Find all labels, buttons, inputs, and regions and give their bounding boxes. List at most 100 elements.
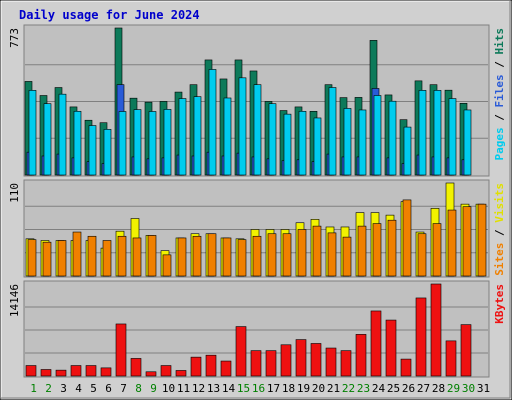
x-tick-label: 5: [90, 382, 97, 395]
x-tick-label: 18: [282, 382, 295, 395]
bars-layer: [24, 27, 487, 377]
kbytes-bar: [85, 365, 97, 377]
pages-bar: [343, 108, 352, 176]
kbytes-bar: [40, 369, 52, 377]
sites-bar: [117, 235, 127, 277]
kbytes-bar: [25, 365, 37, 377]
pages-bar: [253, 84, 262, 176]
sites-bar: [312, 225, 322, 277]
kbytes-bar: [145, 371, 157, 377]
pages-bar: [388, 100, 397, 176]
pages-bar: [373, 95, 382, 176]
x-tick-label: 7: [120, 382, 127, 395]
sites-bar: [27, 239, 37, 277]
kbytes-bar: [460, 324, 472, 377]
x-tick-label: 26: [402, 382, 415, 395]
pages-bar: [313, 117, 322, 176]
kbytes-bar: [340, 350, 352, 377]
pages-bar: [28, 90, 37, 176]
sites-bar: [147, 235, 157, 277]
pages-bar: [73, 110, 82, 176]
pages-bar: [268, 103, 277, 176]
x-tick-label: 6: [105, 382, 112, 395]
x-axis-labels: 1 2 3 4 5 6 7 8 9 10 11 12 13 14 15 16 17 18 19 20 21 22 23 24 2…: [30, 382, 490, 395]
pages-bar: [223, 97, 232, 176]
kbytes-bar: [70, 365, 82, 377]
sites-bar: [87, 235, 97, 277]
kbytes-bar: [205, 354, 217, 377]
sites-bar: [432, 223, 442, 277]
pages-bar: [163, 109, 172, 176]
kbytes-bar: [415, 297, 427, 377]
x-tick-label: 17: [267, 382, 280, 395]
x-tick-label: 29: [447, 382, 460, 395]
x-tick-label: 14: [222, 382, 236, 395]
kbytes-bar: [130, 358, 142, 377]
sites-bar: [177, 237, 187, 277]
sites-bar: [417, 233, 427, 277]
legend-hits-panel: Pages / Files / Hits: [493, 28, 506, 161]
x-tick-label: 21: [327, 382, 340, 395]
pages-bar: [298, 110, 307, 176]
pages-bar: [358, 109, 367, 176]
kbytes-bar: [280, 344, 292, 377]
pages-bar: [208, 69, 217, 176]
ymax-label-kbytes: 14146: [8, 284, 21, 317]
kbytes-bar: [160, 365, 172, 377]
kbytes-bar: [295, 339, 307, 377]
pages-bar: [418, 90, 427, 176]
x-tick-label: 13: [207, 382, 220, 395]
x-tick-label: 9: [150, 382, 157, 395]
sites-bar: [267, 233, 277, 277]
pages-bar: [148, 111, 157, 176]
legend-visits: Visits: [493, 183, 506, 223]
kbytes-bar: [235, 326, 247, 377]
sites-bar: [297, 229, 307, 277]
x-tick-label: 8: [135, 382, 142, 395]
x-tick-label: 4: [75, 382, 82, 395]
pages-bar: [328, 87, 337, 176]
pages-bar: [463, 109, 472, 176]
legend-kbytes-panel: KBytes: [493, 284, 506, 324]
x-tick-label: 25: [387, 382, 400, 395]
pages-bar: [448, 98, 457, 176]
kbytes-bar: [430, 283, 442, 377]
kbytes-bar: [100, 367, 112, 377]
sites-bar: [162, 254, 172, 277]
x-tick-label: 23: [357, 382, 370, 395]
kbytes-bar: [250, 350, 262, 377]
ymax-label-visits: 110: [8, 183, 21, 203]
sites-bar: [222, 237, 232, 277]
sites-bar: [357, 225, 367, 277]
sites-bar: [252, 235, 262, 277]
x-tick-label: 2: [45, 382, 52, 395]
sites-bar: [132, 237, 142, 277]
sites-bar: [342, 236, 352, 277]
x-tick-label: 16: [252, 382, 265, 395]
pages-bar: [58, 93, 67, 176]
x-tick-label: 3: [60, 382, 67, 395]
pages-bar: [118, 111, 127, 176]
sites-bar: [462, 206, 472, 277]
x-tick-label: 27: [417, 382, 430, 395]
sites-bar: [42, 241, 52, 277]
kbytes-bar: [115, 323, 127, 377]
x-tick-label: 22: [342, 382, 355, 395]
legend-pages: Pages: [493, 127, 506, 160]
x-tick-label: 15: [237, 382, 250, 395]
pages-bar: [283, 113, 292, 176]
sites-bar: [72, 231, 82, 277]
x-tick-label: 28: [432, 382, 445, 395]
legend-visits-panel: Sites / Visits: [493, 183, 506, 276]
svg-text:Sites / Visits: Sites / Visits: [493, 183, 506, 276]
kbytes-bar: [370, 310, 382, 377]
kbytes-bar: [355, 334, 367, 377]
svg-text:Pages / Files / Hits: Pages / Files / Hits: [493, 28, 506, 161]
legend-hits: Hits: [493, 28, 506, 55]
kbytes-bar: [265, 350, 277, 377]
kbytes-bar: [190, 356, 202, 377]
legend-files: Files: [493, 74, 506, 107]
kbytes-bar: [310, 343, 322, 377]
x-tick-label: 1: [30, 382, 37, 395]
